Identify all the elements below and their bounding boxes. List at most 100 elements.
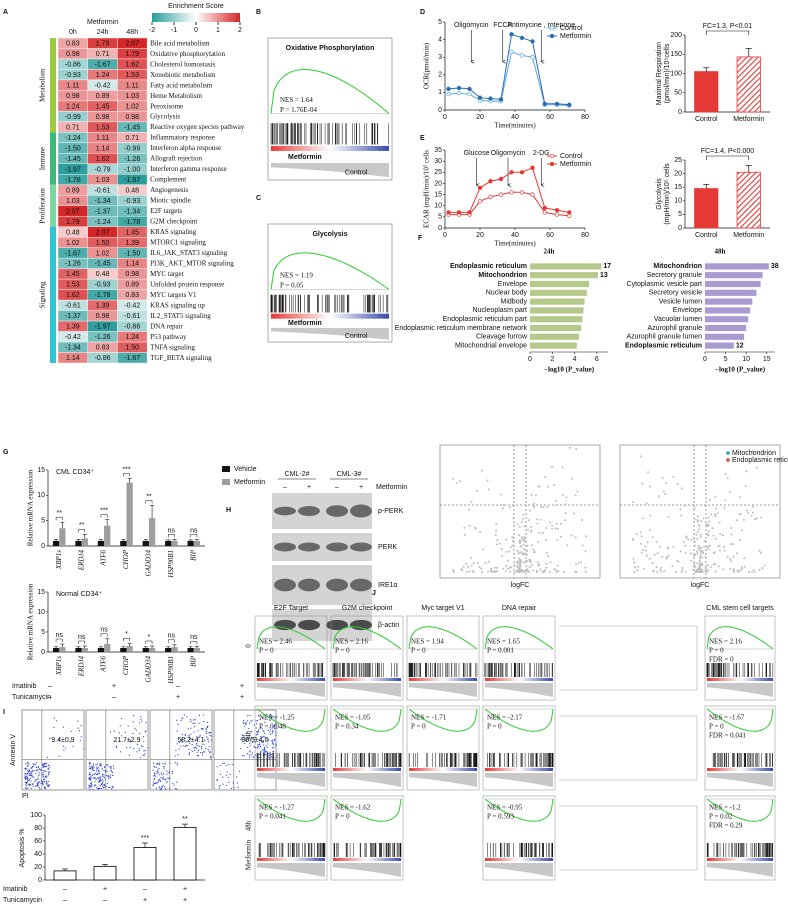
volcano-texture xyxy=(516,566,519,569)
flow-texture xyxy=(174,762,176,764)
flow-texture xyxy=(209,734,211,736)
volcano-texture xyxy=(736,569,739,572)
category-label: Nuclear body xyxy=(486,290,528,297)
volcano-texture xyxy=(698,563,701,566)
flow-texture xyxy=(249,751,251,753)
volcano-texture xyxy=(470,500,473,503)
flow-texture xyxy=(42,765,44,767)
volcano-texture xyxy=(554,568,557,571)
flow-texture xyxy=(269,719,271,722)
flow-texture xyxy=(100,780,102,782)
flow-texture xyxy=(142,754,144,756)
volcano-texture xyxy=(511,544,514,547)
volcano-texture xyxy=(487,560,490,563)
volcano-texture xyxy=(730,527,733,530)
volcano-texture xyxy=(752,505,755,508)
enrichment-curve xyxy=(408,708,478,732)
volcano-texture xyxy=(518,567,521,570)
volcano-texture xyxy=(759,551,762,554)
volcano-texture xyxy=(571,477,574,480)
row-label: 48h xyxy=(245,820,253,831)
ranked-list xyxy=(333,773,401,787)
category-label: Azurophil granule xyxy=(648,325,703,332)
flow-texture xyxy=(184,734,187,737)
significance: ** xyxy=(182,816,188,823)
cell-value: -1.67 xyxy=(124,355,140,362)
row-label: Heme Metabolism xyxy=(150,92,202,100)
volcano-texture xyxy=(647,471,650,474)
volcano-texture xyxy=(682,540,685,543)
x-tick-label: 40 xyxy=(511,114,519,121)
cell-value: -1.34 xyxy=(124,208,140,215)
y-axis-label: Relative mRNA expression xyxy=(27,583,35,660)
cell-value: -1.45 xyxy=(65,156,81,163)
volcano-texture xyxy=(684,544,687,547)
volcano-texture xyxy=(667,555,670,558)
volcano-texture xyxy=(721,534,724,537)
volcano-texture xyxy=(698,544,701,547)
flow-texture xyxy=(163,765,165,767)
blot-band xyxy=(350,619,372,631)
volcano-texture xyxy=(572,512,575,515)
gsea-title: Glycolysis xyxy=(312,231,347,238)
y-tick-label: 0 xyxy=(438,107,442,114)
x-tick-label: Metformin xyxy=(733,116,764,123)
flow-texture xyxy=(40,782,42,784)
flow-texture xyxy=(275,734,277,736)
volcano-texture xyxy=(543,568,546,571)
bar xyxy=(705,307,751,314)
volcano-texture xyxy=(502,503,505,506)
volcano-texture xyxy=(704,556,707,559)
flow-texture xyxy=(242,734,244,737)
flow-texture xyxy=(216,766,218,768)
volcano-texture xyxy=(537,485,540,488)
flow-texture xyxy=(241,755,244,757)
flow-texture xyxy=(90,783,93,785)
bar xyxy=(736,171,761,229)
flow-texture xyxy=(156,773,158,775)
flow-texture xyxy=(193,731,195,733)
chart-title: 48h xyxy=(715,248,726,256)
flow-texture xyxy=(92,763,95,765)
flow-texture xyxy=(190,720,192,723)
volcano-texture xyxy=(532,548,535,551)
group-bar xyxy=(50,226,56,363)
volcano-texture xyxy=(684,552,687,555)
flow-texture xyxy=(58,738,60,740)
chart-title: CML CD34⁺ xyxy=(56,469,94,476)
volcano-texture xyxy=(728,567,731,570)
rank-strip xyxy=(485,768,553,771)
bar xyxy=(75,540,82,546)
treatment-sign: + xyxy=(112,683,116,690)
column-title: CML stem cell targets xyxy=(706,605,774,612)
x-tick-label: 4 xyxy=(573,356,577,363)
volcano-texture xyxy=(523,569,526,572)
flow-texture xyxy=(250,731,253,733)
group-label: Proliferation xyxy=(39,188,47,224)
volcano-texture xyxy=(496,539,499,542)
x-tick-label: Metformin xyxy=(733,232,764,239)
flow-texture xyxy=(99,779,101,781)
volcano-texture xyxy=(751,511,754,514)
significance: ns xyxy=(56,632,64,639)
flow-texture xyxy=(197,730,199,732)
series-point xyxy=(519,53,525,58)
volcano-texture xyxy=(722,568,725,571)
flow-texture xyxy=(142,736,145,738)
volcano-texture xyxy=(559,522,562,525)
bar xyxy=(705,263,769,270)
flow-texture xyxy=(245,721,247,723)
row-label: Interferon alpha response xyxy=(150,144,221,152)
volcano-texture xyxy=(547,485,550,488)
volcano-texture xyxy=(468,508,471,511)
cell-value: 1.62 xyxy=(66,292,80,299)
gsea-frame xyxy=(704,705,776,791)
cell-value: -1.67 xyxy=(65,250,81,257)
flow-texture xyxy=(205,729,207,731)
volcano-texture xyxy=(661,477,664,480)
flow-texture xyxy=(160,772,162,774)
significance: * xyxy=(125,631,128,638)
flow-texture xyxy=(46,783,48,785)
volcano-texture xyxy=(495,522,498,525)
cell-value: 1.53 xyxy=(125,72,139,79)
